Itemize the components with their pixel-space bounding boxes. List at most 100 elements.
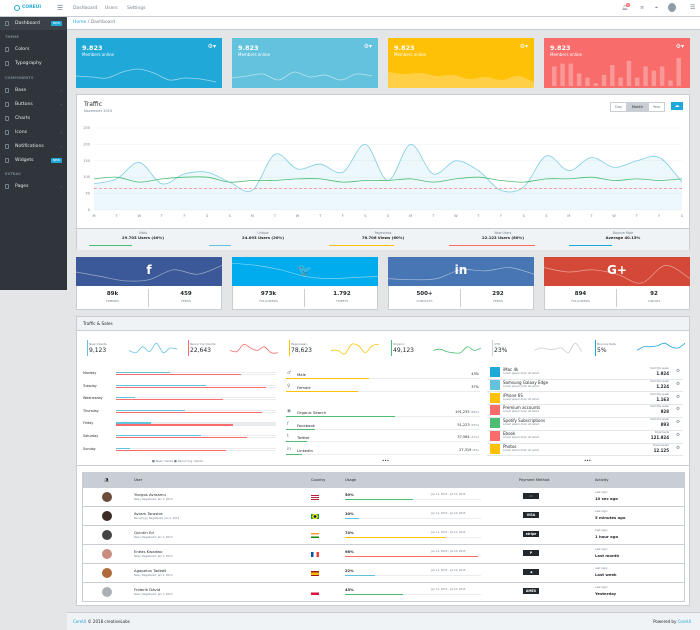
bar-fill: [116, 437, 248, 439]
period-year-button[interactable]: Year: [647, 102, 666, 112]
last-login-value: 5 minutes ago: [595, 515, 626, 520]
progress-fill: [89, 245, 133, 247]
x-tick-label: W: [137, 214, 141, 218]
period-day-button[interactable]: Day: [610, 102, 627, 112]
traffic-chart: 0 50 100 150 200 250 M T W T F S S M T W T F S S M T W T F S S M T W T…: [83, 126, 684, 218]
table-row[interactable]: Yiorgos Avraamu New | Registered: Jan 1, …: [83, 487, 684, 506]
settings-icon[interactable]: ⚙: [675, 369, 680, 374]
notifications-icon: [5, 144, 9, 149]
more-button[interactable]: •••: [584, 458, 592, 463]
settings-icon[interactable]: ⚙: [675, 394, 680, 400]
new-clients-bar: [116, 372, 276, 374]
traffic-stat-value: 78.706 Views (60%): [361, 235, 405, 240]
settings-icon[interactable]: ⚙: [675, 381, 680, 387]
settings-icon[interactable]: ⚙: [675, 445, 680, 451]
brand-logo[interactable]: COREUI: [22, 5, 41, 10]
user-name: Agapetus Tadeáš: [134, 568, 167, 573]
linkedin-icon: in: [454, 263, 468, 277]
last-login-value: 1 hour ago: [595, 534, 619, 539]
recurring-clients-bar: [116, 411, 276, 413]
location-icon[interactable]: ⌖: [655, 5, 658, 11]
table-row[interactable]: Agapetus Tadeáš New | Registered: Jan 1, …: [83, 563, 684, 582]
social-stat-value: 292: [492, 291, 504, 297]
nav-settings[interactable]: Settings: [127, 6, 146, 11]
chart-bar: [552, 66, 557, 86]
user-name: Quintin Ed: [134, 530, 154, 535]
y-tick-label: 150: [83, 159, 90, 163]
footer-copyright: © 2018 creativeLabs: [87, 619, 130, 624]
bar-fill: [116, 374, 241, 376]
more-button[interactable]: •••: [382, 458, 390, 463]
sidebar-item-pages[interactable]: Pages ‹: [0, 180, 67, 193]
period-month-button[interactable]: Month: [626, 102, 648, 112]
bell-icon[interactable]: 🔔︎: [622, 5, 629, 11]
footer-powered-link[interactable]: CoreUI: [677, 619, 691, 624]
nav-users[interactable]: Users: [105, 6, 118, 11]
stat-card-chart: [552, 58, 681, 86]
table-row[interactable]: Enéas Kwadwo New | Registered: Jan 1, 201…: [83, 544, 684, 563]
sales-stat-value: 9,123: [89, 347, 107, 354]
value-number: 51,223: [457, 422, 470, 427]
flag-es-icon: [311, 571, 319, 576]
sidebar-item-charts[interactable]: Charts: [0, 112, 67, 125]
product-name: Photos: [503, 443, 517, 449]
recurring-clients-bar: [116, 386, 276, 388]
sidebar-item-buttons[interactable]: Buttons ‹: [0, 98, 67, 111]
gear-dropdown-icon[interactable]: ⚙▾: [207, 43, 216, 50]
product-name: iMac 4k: [503, 367, 519, 372]
product-stat-value: 1.924: [656, 371, 669, 376]
last-login-label: Last login: [595, 548, 608, 551]
footer-brand-link[interactable]: CoreUI: [73, 619, 87, 624]
sales-stat-value: 78,623: [291, 347, 312, 354]
table-row[interactable]: Friderik Dávid New | Registered: Jan 1, 2…: [83, 582, 684, 601]
settings-icon[interactable]: ⚙: [675, 433, 680, 438]
aside-menu-toggle-icon[interactable]: ☰: [690, 4, 696, 11]
breadcrumb-home[interactable]: Home: [73, 20, 87, 25]
nav-dashboard[interactable]: Dashboard: [73, 6, 98, 11]
users-header-icon: 👥︎: [104, 478, 109, 482]
source-label: LinkedIn: [297, 447, 313, 453]
social-stat: 89k friends: [77, 289, 149, 307]
recurring-clients-bar: [116, 449, 276, 451]
source-icon: in: [287, 446, 292, 452]
value-number: 27,319: [459, 447, 472, 452]
progress-fill: [345, 499, 413, 501]
sidebar-item-base[interactable]: Base ‹: [0, 84, 67, 97]
table-row[interactable]: Quintin Ed New | Registered: Jan 1, 2015 7…: [83, 525, 684, 544]
chevron-left-icon: ‹: [60, 130, 62, 135]
gear-dropdown-icon[interactable]: ⚙▾: [519, 43, 528, 50]
new-clients-bar: [116, 409, 276, 411]
traffic-sales-title: Traffic & Sales: [83, 321, 113, 326]
column-header: Payment Method: [519, 478, 550, 482]
progress-fill: [286, 428, 316, 430]
sidebar-item-label: Dashboard: [15, 21, 40, 26]
sidebar-item-widgets[interactable]: Widgets NEW: [0, 154, 67, 167]
social-card-header: 🐦: [232, 257, 378, 286]
sidebar-item-typography[interactable]: Typography: [0, 57, 67, 70]
x-tick-label: W: [612, 214, 616, 218]
list-icon[interactable]: ≡: [640, 5, 645, 11]
sidebar-item-colors[interactable]: Colors: [0, 43, 67, 56]
sparkline: [230, 343, 278, 354]
table-row[interactable]: Avram Tarasios Recurring | Registered: Ja…: [83, 506, 684, 525]
settings-icon[interactable]: ⚙: [675, 407, 680, 413]
social-card-facebook: f 89k friends 459 feeds: [76, 257, 222, 310]
settings-icon[interactable]: ⚙: [675, 420, 680, 426]
sidebar-item-notifications[interactable]: Notifications ‹: [0, 140, 67, 153]
gear-dropdown-icon[interactable]: ⚙▾: [675, 43, 684, 50]
cloud-download-button[interactable]: ☁︎: [671, 102, 683, 110]
social-card-google-plus: G+ 894 followers 92 circles: [544, 257, 690, 310]
value-number: 191,235: [455, 410, 470, 414]
social-stat: 292 feeds: [462, 289, 534, 307]
chart-bar: [643, 66, 648, 86]
gear-dropdown-icon[interactable]: ⚙▾: [363, 43, 372, 50]
sidebar-item-icons[interactable]: Icons ‹: [0, 126, 67, 139]
x-tick-label: M: [567, 214, 570, 218]
x-tick-label: F: [658, 214, 660, 218]
sidebar-item-dashboard[interactable]: Dashboard NEW: [0, 17, 67, 30]
chart-line: [232, 71, 373, 81]
user-avatar[interactable]: [668, 3, 676, 12]
x-tick-label: T: [476, 214, 480, 218]
sidebar-toggle-icon[interactable]: ☰: [57, 4, 64, 12]
usage-progress: [345, 575, 481, 577]
